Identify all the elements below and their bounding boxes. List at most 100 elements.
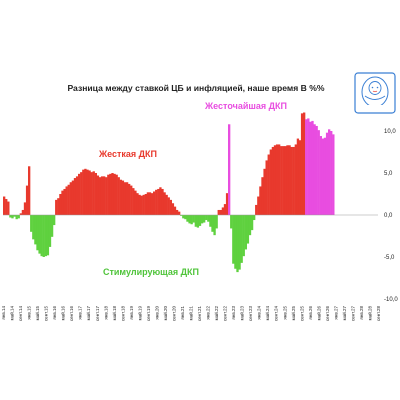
- bar: [98, 177, 102, 215]
- bar: [328, 129, 331, 215]
- bar: [219, 209, 222, 215]
- bar: [132, 188, 135, 215]
- x-tick-label: янв.28: [359, 306, 364, 320]
- x-tick-label: май.26: [315, 306, 321, 321]
- bar: [44, 215, 47, 257]
- bar: [75, 176, 79, 215]
- bar: [173, 206, 177, 215]
- bar: [246, 215, 250, 244]
- x-tick-label: сент.14: [18, 306, 23, 322]
- bar: [330, 131, 333, 215]
- x-tick-label: янв.15: [27, 306, 32, 320]
- bar: [23, 202, 27, 215]
- bar: [313, 124, 316, 215]
- bar: [61, 190, 64, 215]
- bar: [225, 193, 229, 215]
- bar: [223, 204, 227, 215]
- bar: [48, 215, 52, 247]
- bar: [150, 193, 154, 215]
- x-tick-label: май.28: [366, 306, 372, 321]
- bar: [78, 173, 81, 215]
- x-tick-label: янв.16: [52, 306, 57, 320]
- bar: [107, 174, 110, 215]
- bar: [92, 171, 95, 215]
- bar: [84, 168, 87, 215]
- bar: [261, 177, 264, 215]
- bar: [248, 215, 252, 236]
- bar: [325, 132, 329, 215]
- bar: [200, 215, 204, 224]
- bar: [136, 193, 139, 215]
- bar: [163, 192, 166, 215]
- bar: [175, 209, 179, 215]
- x-tick-label: май.24: [264, 306, 270, 321]
- bar: [119, 179, 122, 215]
- bar: [280, 146, 283, 215]
- x-tick-label: сент.15: [44, 306, 49, 322]
- bar: [282, 146, 285, 215]
- bar: [307, 118, 310, 215]
- bar: [294, 144, 297, 215]
- bar: [267, 154, 270, 215]
- bar: [38, 215, 41, 254]
- bar: [255, 204, 258, 215]
- bar: [288, 145, 291, 215]
- bar: [167, 197, 170, 215]
- bar: [234, 215, 237, 269]
- bar: [217, 209, 220, 215]
- bar: [111, 173, 114, 215]
- bar: [157, 188, 160, 215]
- bar: [298, 140, 302, 215]
- bar: [88, 170, 91, 215]
- x-tick-label: май.20: [162, 306, 168, 321]
- bar: [178, 211, 181, 215]
- x-tick-label: май.25: [290, 306, 296, 321]
- x-tick-label: сент.22: [223, 306, 228, 322]
- x-tick-label: сент.20: [171, 306, 176, 322]
- bar: [71, 180, 75, 215]
- y-tick-label: -5,0: [384, 255, 395, 261]
- bar: [192, 215, 195, 223]
- bar: [140, 195, 143, 215]
- bar: [21, 209, 25, 215]
- bar: [180, 215, 183, 216]
- bar: [19, 213, 22, 215]
- bar: [7, 201, 10, 215]
- bar: [278, 144, 281, 215]
- bar: [292, 146, 295, 215]
- bar: [230, 215, 233, 229]
- logo: [354, 72, 396, 114]
- bar: [296, 138, 300, 215]
- bar: [125, 182, 129, 215]
- bar: [153, 191, 156, 215]
- x-tick-label: май.15: [34, 306, 40, 321]
- bar: [155, 189, 158, 215]
- bar: [250, 215, 254, 231]
- bar: [271, 146, 275, 215]
- bar: [171, 203, 175, 215]
- x-tick-label: сент.25: [299, 306, 304, 322]
- bar: [3, 196, 6, 215]
- x-tick-label: сент.21: [197, 306, 202, 322]
- y-axis: -10,0 -5,0 0,0 5,0 10,0: [384, 129, 398, 303]
- bar: [57, 198, 60, 215]
- bar: [25, 185, 29, 215]
- x-tick-label: янв.14: [1, 306, 6, 320]
- bar: [94, 173, 97, 215]
- bar: [109, 173, 112, 215]
- x-tick-label: сент.26: [325, 306, 330, 322]
- x-tick-label: янв.20: [154, 306, 159, 320]
- bar: [300, 113, 304, 215]
- bar: [238, 215, 241, 270]
- y-tick-label: 10,0: [384, 129, 396, 135]
- bar: [211, 215, 214, 232]
- x-tick-label: май.21: [188, 306, 194, 321]
- bar: [105, 177, 108, 215]
- bar: [90, 172, 93, 215]
- x-axis: янв.14 май.14 сент.14 янв.15 май.15 сент.15 ян…: [1, 214, 381, 322]
- bar: [73, 178, 77, 215]
- x-tick-label: янв.25: [282, 306, 287, 320]
- bar: [284, 146, 287, 215]
- bar: [232, 215, 235, 264]
- bar: [198, 215, 202, 226]
